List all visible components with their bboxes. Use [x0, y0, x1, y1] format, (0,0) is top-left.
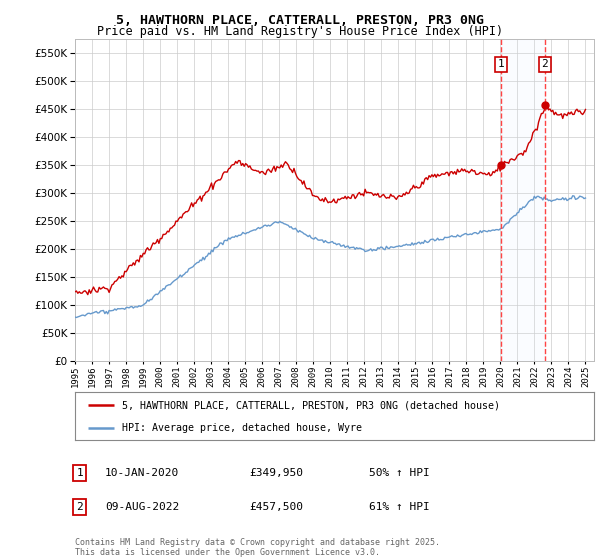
Text: Price paid vs. HM Land Registry's House Price Index (HPI): Price paid vs. HM Land Registry's House …	[97, 25, 503, 38]
Text: 2: 2	[76, 502, 83, 512]
Text: 1: 1	[498, 59, 505, 69]
Text: 10-JAN-2020: 10-JAN-2020	[105, 468, 179, 478]
Text: HPI: Average price, detached house, Wyre: HPI: Average price, detached house, Wyre	[122, 423, 362, 433]
Text: 50% ↑ HPI: 50% ↑ HPI	[369, 468, 430, 478]
Bar	[501, 39, 545, 361]
Text: £349,950: £349,950	[249, 468, 303, 478]
Text: 1: 1	[76, 468, 83, 478]
Text: 09-AUG-2022: 09-AUG-2022	[105, 502, 179, 512]
Text: 5, HAWTHORN PLACE, CATTERALL, PRESTON, PR3 0NG (detached house): 5, HAWTHORN PLACE, CATTERALL, PRESTON, P…	[122, 400, 500, 410]
Text: Contains HM Land Registry data © Crown copyright and database right 2025.
This d: Contains HM Land Registry data © Crown c…	[75, 538, 440, 557]
Text: 2: 2	[542, 59, 548, 69]
Text: 5, HAWTHORN PLACE, CATTERALL, PRESTON, PR3 0NG: 5, HAWTHORN PLACE, CATTERALL, PRESTON, P…	[116, 14, 484, 27]
Text: £457,500: £457,500	[249, 502, 303, 512]
Text: 61% ↑ HPI: 61% ↑ HPI	[369, 502, 430, 512]
